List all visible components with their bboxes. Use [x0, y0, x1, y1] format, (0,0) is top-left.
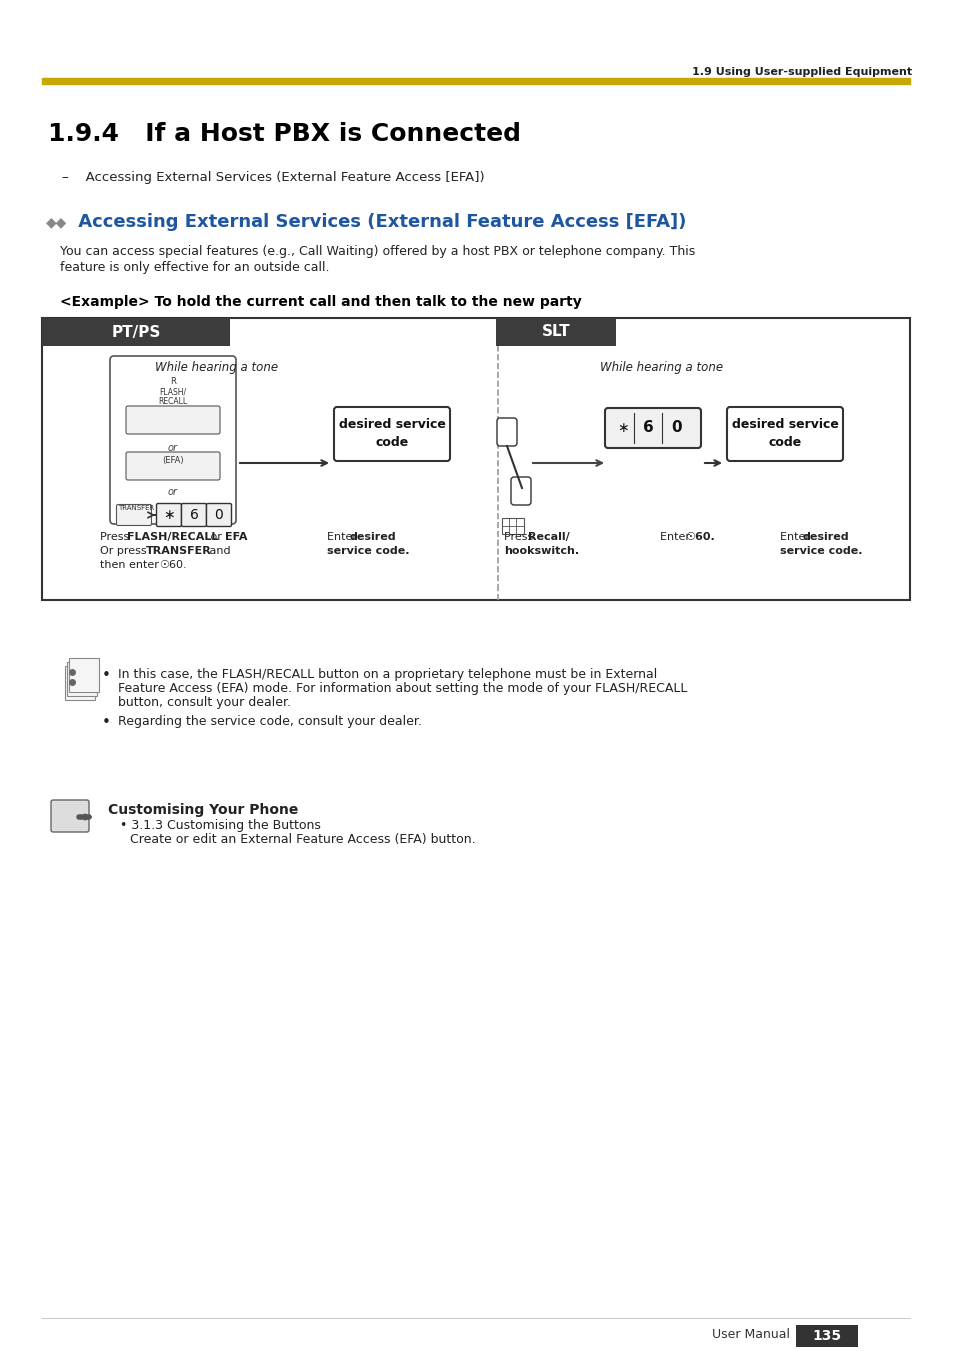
Text: or: or: [207, 532, 225, 542]
FancyBboxPatch shape: [110, 357, 235, 524]
Text: or: or: [168, 443, 178, 453]
Text: Or press: Or press: [100, 546, 150, 557]
Text: desired service
code: desired service code: [338, 419, 445, 450]
Bar: [42, 78, 909, 84]
Text: and: and: [206, 546, 231, 557]
Text: Press: Press: [503, 532, 537, 542]
FancyBboxPatch shape: [206, 504, 232, 527]
Text: then enter: then enter: [100, 561, 162, 570]
Text: ☉60.: ☉60.: [684, 532, 714, 542]
Text: or: or: [168, 486, 178, 497]
Text: • 3.1.3 Customising the Buttons: • 3.1.3 Customising the Buttons: [120, 819, 320, 832]
FancyBboxPatch shape: [126, 407, 220, 434]
Text: Enter: Enter: [659, 532, 693, 542]
Text: ☉60.: ☉60.: [159, 561, 187, 570]
Text: 0: 0: [214, 508, 223, 521]
Text: R: R: [170, 377, 175, 386]
Text: ◆◆: ◆◆: [46, 215, 67, 230]
FancyBboxPatch shape: [726, 407, 842, 461]
Text: •: •: [102, 667, 111, 684]
Bar: [501, 517, 523, 534]
Text: FLASH/RECALL: FLASH/RECALL: [127, 532, 218, 542]
Text: •: •: [102, 715, 111, 730]
Text: –    Accessing External Services (External Feature Access [EFA]): – Accessing External Services (External …: [62, 172, 484, 185]
Text: Enter: Enter: [780, 532, 813, 542]
Text: You can access special features (e.g., Call Waiting) offered by a host PBX or te: You can access special features (e.g., C…: [60, 246, 695, 258]
Text: service code.: service code.: [327, 546, 409, 557]
Text: TRANSFER: TRANSFER: [146, 546, 212, 557]
Text: Accessing External Services (External Feature Access [EFA]): Accessing External Services (External Fe…: [71, 213, 685, 231]
FancyBboxPatch shape: [126, 453, 220, 480]
FancyBboxPatch shape: [511, 477, 531, 505]
Text: In this case, the FLASH/RECALL button on a proprietary telephone must be in Exte: In this case, the FLASH/RECALL button on…: [118, 667, 657, 681]
Bar: [496, 317, 616, 346]
Text: RECALL: RECALL: [158, 396, 188, 405]
Text: ∗: ∗: [617, 422, 628, 435]
Text: ∗: ∗: [163, 508, 174, 521]
FancyBboxPatch shape: [181, 504, 206, 527]
Text: 1.9 Using User-supplied Equipment: 1.9 Using User-supplied Equipment: [691, 68, 911, 77]
Text: feature is only effective for an outside call.: feature is only effective for an outside…: [60, 262, 329, 274]
Bar: [42, 317, 909, 600]
Text: Enter: Enter: [327, 532, 360, 542]
Text: (EFA): (EFA): [162, 455, 184, 465]
Text: .: .: [244, 532, 248, 542]
Text: 1.9.4   If a Host PBX is Connected: 1.9.4 If a Host PBX is Connected: [48, 122, 520, 146]
Text: Press: Press: [100, 532, 132, 542]
Bar: [67, 662, 97, 696]
Text: User Manual: User Manual: [711, 1328, 789, 1342]
Text: 6: 6: [190, 508, 198, 521]
Text: service code.: service code.: [780, 546, 862, 557]
Text: EFA: EFA: [225, 532, 247, 542]
FancyBboxPatch shape: [334, 407, 450, 461]
Text: 135: 135: [812, 1329, 841, 1343]
Bar: [65, 666, 95, 700]
Text: Regarding the service code, consult your dealer.: Regarding the service code, consult your…: [118, 715, 421, 728]
Bar: [42, 317, 230, 346]
Bar: [69, 658, 99, 692]
Text: Feature Access (EFA) mode. For information about setting the mode of your FLASH/: Feature Access (EFA) mode. For informati…: [118, 682, 687, 694]
FancyBboxPatch shape: [51, 800, 89, 832]
Text: FLASH/: FLASH/: [159, 388, 187, 396]
Text: 0: 0: [671, 420, 681, 435]
Text: button, consult your dealer.: button, consult your dealer.: [118, 696, 291, 709]
Text: 6: 6: [642, 420, 653, 435]
Text: Create or edit an External Feature Access (EFA) button.: Create or edit an External Feature Acces…: [130, 834, 476, 846]
Text: Recall/: Recall/: [527, 532, 569, 542]
FancyBboxPatch shape: [116, 504, 152, 526]
Text: While hearing a tone: While hearing a tone: [155, 362, 278, 374]
Text: desired service
code: desired service code: [731, 419, 838, 450]
Text: desired: desired: [802, 532, 849, 542]
Text: SLT: SLT: [541, 324, 570, 339]
FancyBboxPatch shape: [604, 408, 700, 449]
Bar: [795, 1325, 857, 1347]
Text: TRANSFER: TRANSFER: [118, 505, 154, 511]
Text: <Example> To hold the current call and then talk to the new party: <Example> To hold the current call and t…: [60, 295, 581, 309]
FancyBboxPatch shape: [156, 504, 181, 527]
Text: Customising Your Phone: Customising Your Phone: [108, 802, 298, 817]
Text: PT/PS: PT/PS: [112, 324, 160, 339]
Text: desired: desired: [350, 532, 396, 542]
Text: hookswitch.: hookswitch.: [503, 546, 578, 557]
Text: While hearing a tone: While hearing a tone: [599, 362, 722, 374]
FancyBboxPatch shape: [497, 417, 517, 446]
